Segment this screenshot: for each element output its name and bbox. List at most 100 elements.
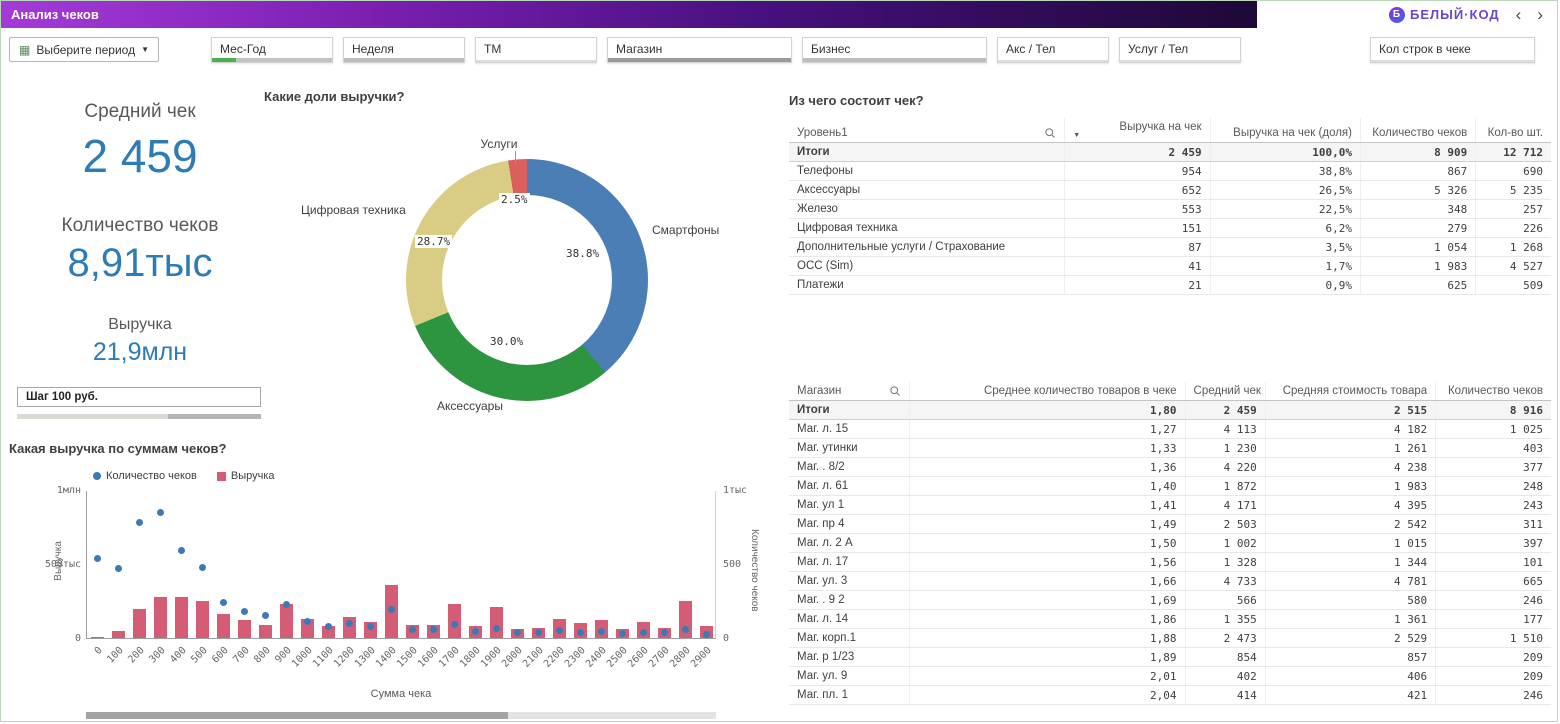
column-header[interactable]: Среднее количество товаров в чеке: [908, 382, 1186, 401]
count-dot[interactable]: [115, 564, 122, 572]
count-dot[interactable]: [619, 630, 626, 638]
table-totals-row[interactable]: Итоги 1,80 2 459 2 515 8 916: [789, 400, 1551, 420]
filter-box-1[interactable]: Мес-Год: [211, 37, 334, 63]
revenue-bar[interactable]: [196, 601, 209, 638]
scrollbar-thumb[interactable]: [86, 712, 509, 719]
table-row[interactable]: Маг. пл. 1 2,04 414 421 246: [789, 685, 1551, 705]
table-row[interactable]: Аксессуары 652 26,5% 5 326 5 235: [789, 180, 1551, 200]
table-cell[interactable]: ОСС (Sim): [789, 256, 1065, 276]
count-dot[interactable]: [451, 621, 458, 629]
count-dot[interactable]: [325, 622, 332, 630]
table-cell[interactable]: Железо: [789, 199, 1065, 219]
table-row[interactable]: Железо 553 22,5% 348 257: [789, 199, 1551, 219]
count-dot[interactable]: [661, 628, 668, 636]
count-dot[interactable]: [136, 519, 143, 527]
table-row[interactable]: Маг. ул 1 1,41 4 171 4 395 243: [789, 495, 1551, 515]
revenue-bar[interactable]: [217, 613, 230, 638]
count-dot[interactable]: [178, 547, 185, 555]
horizontal-scrollbar[interactable]: [86, 712, 716, 719]
count-dot[interactable]: [430, 625, 437, 633]
table-cell[interactable]: Маг. ул 1: [789, 495, 910, 515]
column-header[interactable]: Магазин: [789, 382, 910, 401]
revenue-bar[interactable]: [490, 606, 503, 638]
table-cell[interactable]: Маг. . 9 2: [789, 590, 910, 610]
table-row[interactable]: Маг. л. 2 А 1,50 1 002 1 015 397: [789, 533, 1551, 553]
table-cell[interactable]: Итоги: [789, 400, 910, 420]
count-dot[interactable]: [535, 629, 542, 637]
count-dot[interactable]: [493, 624, 500, 632]
revenue-bar[interactable]: [238, 620, 251, 638]
filter-box-2[interactable]: Неделя: [343, 37, 466, 63]
table-cell[interactable]: Маг. корп.1: [789, 628, 910, 648]
count-dot[interactable]: [409, 625, 416, 633]
revenue-bar[interactable]: [280, 603, 293, 638]
table-row[interactable]: Маг. л. 17 1,56 1 328 1 344 101: [789, 552, 1551, 572]
table-row[interactable]: Маг. . 9 2 1,69 566 580 246: [789, 590, 1551, 610]
count-dot[interactable]: [514, 629, 521, 637]
revenue-bar[interactable]: [448, 603, 461, 638]
table-row[interactable]: ОСС (Sim) 41 1,7% 1 983 4 527: [789, 256, 1551, 276]
table-cell[interactable]: Маг. л. 2 А: [789, 533, 910, 553]
table-row[interactable]: Маг. пр 4 1,49 2 503 2 542 311: [789, 514, 1551, 534]
table-cell[interactable]: Маг. ул. 3: [789, 571, 910, 591]
table-row[interactable]: Цифровая техника 151 6,2% 279 226: [789, 218, 1551, 238]
count-dot[interactable]: [598, 627, 605, 635]
table-totals-row[interactable]: Итоги 2 459 100,0% 8 909 12 712: [789, 142, 1551, 162]
count-dot[interactable]: [157, 508, 164, 516]
table-row[interactable]: Маг. . 8/2 1,36 4 220 4 238 377: [789, 457, 1551, 477]
revenue-bar[interactable]: [175, 597, 188, 638]
table-row[interactable]: Маг. л. 61 1,40 1 872 1 983 248: [789, 476, 1551, 496]
count-dot[interactable]: [220, 598, 227, 606]
table-cell[interactable]: Аксессуары: [789, 180, 1065, 200]
revenue-bar[interactable]: [91, 636, 104, 638]
filter-box-3[interactable]: ТМ: [475, 37, 598, 63]
next-sheet-arrow-icon[interactable]: ›: [1537, 5, 1543, 24]
table-cell[interactable]: Телефоны: [789, 161, 1065, 181]
table-cell[interactable]: Маг. пл. 1: [789, 685, 910, 705]
table-row[interactable]: Маг. л. 15 1,27 4 113 4 182 1 025: [789, 419, 1551, 439]
prev-sheet-arrow-icon[interactable]: ‹: [1515, 5, 1522, 24]
search-icon[interactable]: [1044, 127, 1056, 139]
revenue-bar[interactable]: [154, 597, 167, 638]
table-cell[interactable]: Маг. ул. 9: [789, 666, 910, 686]
table-cell[interactable]: Маг. л. 14: [789, 609, 910, 629]
count-dot[interactable]: [94, 554, 101, 562]
column-header[interactable]: Средний чек: [1184, 382, 1266, 401]
table-cell[interactable]: Итоги: [789, 142, 1065, 162]
count-dot[interactable]: [346, 619, 353, 627]
table-row[interactable]: Маг. ул. 9 2,01 402 406 209: [789, 666, 1551, 686]
count-dot[interactable]: [682, 626, 689, 634]
revenue-bar[interactable]: [112, 631, 125, 638]
table-cell[interactable]: Маг. л. 15: [789, 419, 910, 439]
table-cell[interactable]: Маг. утинки: [789, 438, 910, 458]
table-row[interactable]: Маг. корп.1 1,88 2 473 2 529 1 510: [789, 628, 1551, 648]
count-dot[interactable]: [283, 601, 290, 609]
column-header[interactable]: Выручка на чек ▼: [1064, 118, 1211, 143]
count-dot[interactable]: [472, 627, 479, 635]
column-header[interactable]: Количество чеков: [1435, 382, 1551, 401]
table-row[interactable]: Маг. ул. 3 1,66 4 733 4 781 665: [789, 571, 1551, 591]
column-header[interactable]: Количество чеков: [1359, 118, 1476, 143]
filter-box-4[interactable]: Магазин: [607, 37, 793, 63]
count-dot[interactable]: [556, 627, 563, 635]
table-cell[interactable]: Цифровая техника: [789, 218, 1065, 238]
table-cell[interactable]: Маг. р 1/23: [789, 647, 910, 667]
revenue-bar[interactable]: [322, 626, 335, 638]
count-dot[interactable]: [577, 629, 584, 637]
table-cell[interactable]: Маг. пр 4: [789, 514, 910, 534]
table-row[interactable]: Маг. л. 14 1,86 1 355 1 361 177: [789, 609, 1551, 629]
filter-box-6[interactable]: Акс / Тел: [997, 37, 1110, 63]
table-row[interactable]: Дополнительные услуги / Страхование 87 3,5…: [789, 237, 1551, 257]
count-dot[interactable]: [304, 618, 311, 626]
count-dot[interactable]: [640, 629, 647, 637]
revenue-bar[interactable]: [133, 609, 146, 638]
period-picker-button[interactable]: ▦ Выберите период ▼: [9, 37, 160, 62]
table-cell[interactable]: Маг. . 8/2: [789, 457, 910, 477]
count-dot[interactable]: [703, 630, 710, 638]
count-dot[interactable]: [241, 607, 248, 615]
filter-box-5[interactable]: Бизнес: [802, 37, 988, 63]
table-cell[interactable]: Маг. л. 61: [789, 476, 910, 496]
filter-box-7[interactable]: Услуг / Тел: [1119, 37, 1242, 63]
table-row[interactable]: Телефоны 954 38,8% 867 690: [789, 161, 1551, 181]
column-header[interactable]: Средняя стоимость товара: [1264, 382, 1436, 401]
